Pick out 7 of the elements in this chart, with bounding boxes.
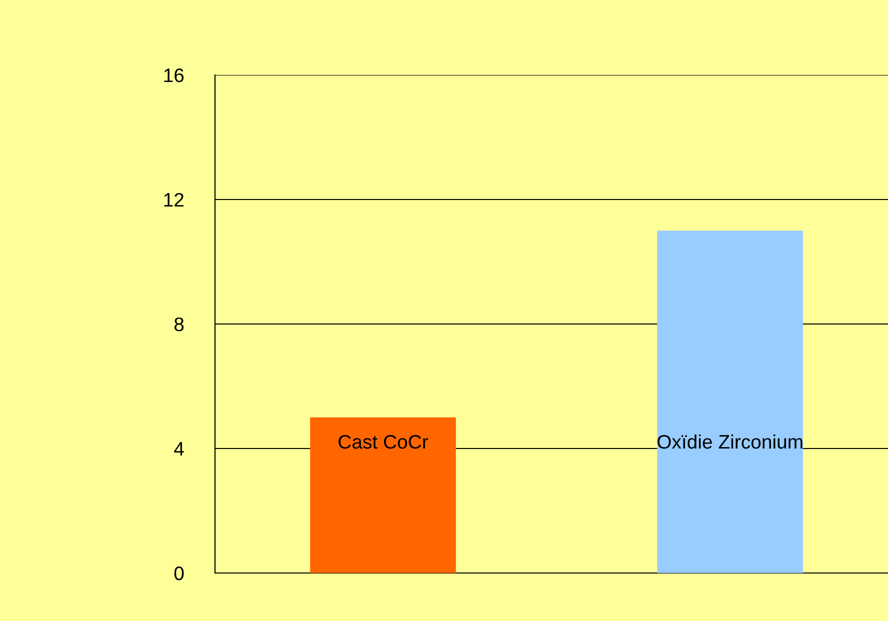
y-tick-label: 0	[174, 566, 184, 580]
y-tick-label: 4	[174, 442, 184, 456]
x-tick-label: Oxïdie Zirconium	[658, 434, 802, 449]
x-tick-label: Cast CoCr	[338, 434, 428, 449]
y-tick-label: 12	[164, 192, 184, 207]
y-tick-label: 16	[164, 68, 184, 82]
y-tick-label: 8	[174, 317, 184, 332]
